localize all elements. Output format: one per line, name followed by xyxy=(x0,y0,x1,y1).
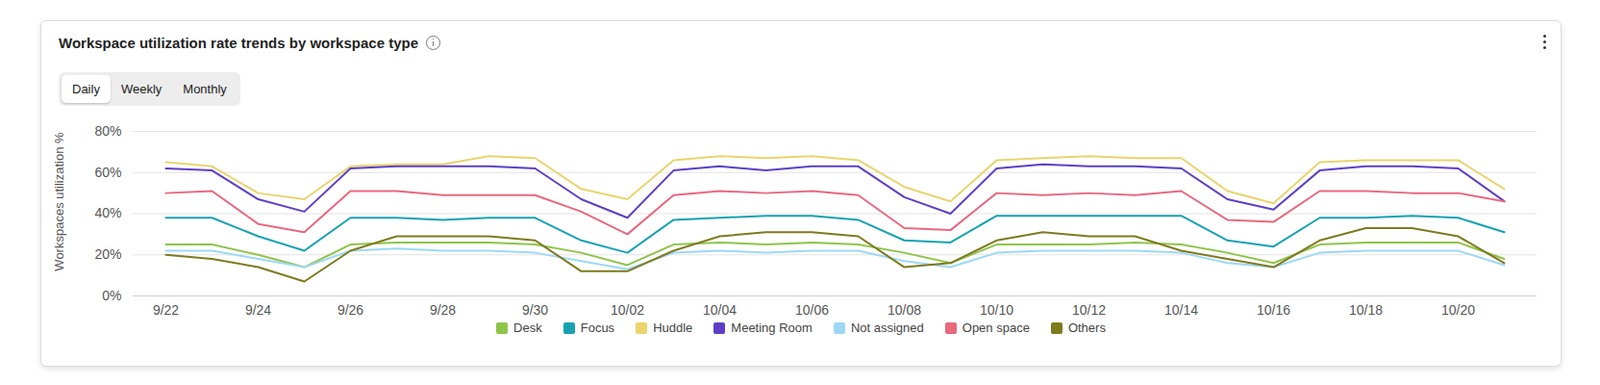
html-text:Huddle: Huddle xyxy=(652,320,693,335)
svg-text:9/28: 9/28 xyxy=(429,301,456,318)
html-text:Meeting Room: Meeting Room xyxy=(731,320,813,335)
svg-text:60%: 60% xyxy=(94,164,122,180)
svg-text:20%: 20% xyxy=(94,246,122,262)
svg-text:10/06: 10/06 xyxy=(795,301,829,318)
svg-text:10/18: 10/18 xyxy=(1349,301,1383,318)
html-text:Workspaces utilization %: Workspaces utilization % xyxy=(51,132,66,271)
svg-text:10/08: 10/08 xyxy=(887,301,922,318)
html-text:Desk: Desk xyxy=(513,320,543,335)
html-text:Monthly: Monthly xyxy=(182,81,227,97)
html-text:Workspace utilization rate tre: Workspace utilization rate trends by wor… xyxy=(58,34,419,51)
svg-text:10/16: 10/16 xyxy=(1256,301,1291,318)
svg-text:40%: 40% xyxy=(94,204,122,221)
svg-text:10/10: 10/10 xyxy=(979,301,1014,318)
html-text:Not assigned: Not assigned xyxy=(850,320,924,335)
html-text:Daily: Daily xyxy=(72,81,100,97)
html-text:Others: Others xyxy=(1068,320,1106,335)
svg-text:9/26: 9/26 xyxy=(337,301,364,318)
svg-text:80%: 80% xyxy=(94,123,122,139)
svg-text:9/22: 9/22 xyxy=(152,301,179,318)
svg-text:10/14: 10/14 xyxy=(1164,301,1199,318)
svg-text:10/04: 10/04 xyxy=(702,301,737,318)
svg-text:10/02: 10/02 xyxy=(610,301,645,318)
html-text:Open space: Open space xyxy=(962,320,1030,335)
html-text:Focus: Focus xyxy=(580,320,615,335)
svg-text:9/30: 9/30 xyxy=(522,301,549,318)
svg-text:0%: 0% xyxy=(101,287,122,303)
svg-text:9/24: 9/24 xyxy=(245,301,272,318)
svg-text:10/12: 10/12 xyxy=(1072,301,1106,318)
html-text:Weekly: Weekly xyxy=(121,81,162,97)
svg-text:10/20: 10/20 xyxy=(1441,301,1475,318)
